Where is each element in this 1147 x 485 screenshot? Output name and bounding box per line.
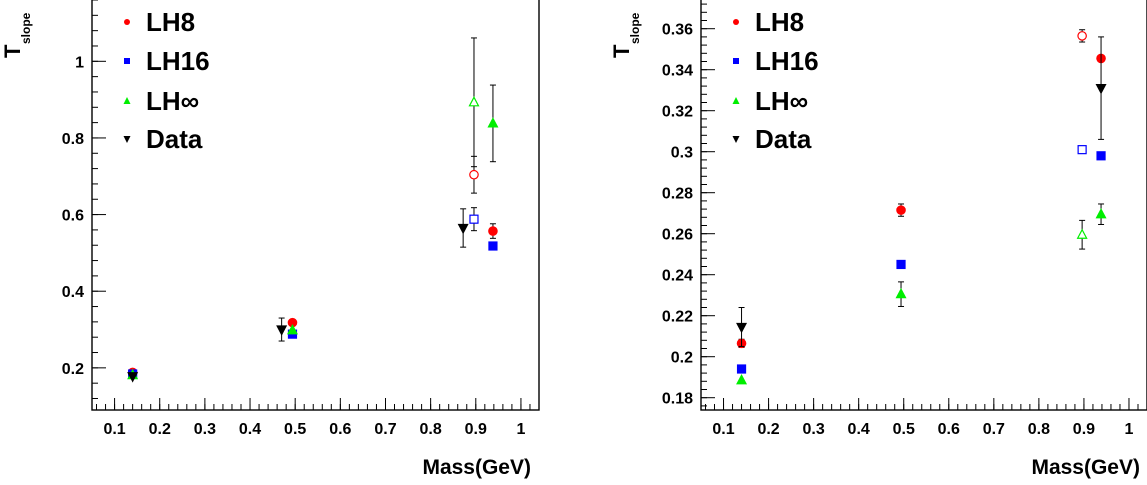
data-point — [276, 325, 288, 336]
x-tick-label: 0.3 — [803, 421, 825, 438]
y-tick-label: 0.22 — [662, 309, 693, 326]
y-axis-label-subscript: slope — [19, 12, 33, 44]
series-lh8 — [127, 155, 498, 378]
data-point — [488, 226, 498, 236]
legend-label: LH16 — [755, 46, 819, 76]
y-tick-label: 0.36 — [662, 22, 693, 39]
x-tick-label: 0.1 — [103, 421, 125, 438]
data-point — [736, 373, 748, 385]
x-tick-label: 0.7 — [374, 421, 396, 438]
y-tick-label: 0.2 — [62, 361, 84, 378]
data-point — [1076, 228, 1088, 239]
data-point — [1095, 84, 1107, 95]
legend-marker — [732, 97, 740, 104]
legend-label: Data — [146, 124, 203, 154]
right-chart-panel: 0.1 0.2 0.3 0.4 0.5 0.6 0.7 0.8 0.9 1 0.18 0.2 0.22 0… — [609, 0, 1147, 479]
data-point — [457, 223, 469, 235]
x-tick-label: 0.7 — [983, 421, 1005, 438]
x-tick-label: 0.3 — [194, 421, 216, 438]
legend-marker — [733, 19, 739, 25]
x-tick-label: 0.2 — [149, 421, 171, 438]
legend-label: LH8 — [146, 7, 195, 37]
legend-label: LH16 — [146, 46, 210, 76]
legend-label: LH∞ — [146, 86, 199, 116]
legend-marker — [123, 136, 131, 143]
y-tick-label: 0.4 — [62, 284, 84, 301]
data-point — [468, 96, 480, 107]
data-point — [469, 214, 479, 224]
legend-label: LH∞ — [755, 86, 808, 116]
data-point — [896, 205, 906, 215]
x-tick-label: 0.9 — [1073, 421, 1095, 438]
x-axis-label: Mass(GeV) — [1031, 456, 1140, 479]
data-point — [469, 169, 479, 180]
data-point — [1077, 31, 1087, 41]
y-tick-label: 0.3 — [671, 145, 693, 162]
x-tick-label: 0.8 — [420, 421, 442, 438]
data-point — [1095, 207, 1107, 219]
data-point — [1096, 151, 1106, 161]
legend-label: Data — [755, 124, 812, 154]
data-point — [1077, 145, 1087, 155]
x-tick-label: 0.4 — [239, 421, 261, 438]
legend-marker — [123, 97, 131, 104]
x-tick-label: 0.5 — [284, 421, 306, 438]
x-tick-label: 0.2 — [757, 421, 779, 438]
legend-label: LH8 — [755, 7, 804, 37]
y-tick-label: 0.28 — [662, 186, 693, 203]
data-point — [896, 259, 906, 270]
y-axis-label-main: T — [0, 44, 25, 58]
legend-marker — [732, 136, 740, 143]
x-tick-label: 0.4 — [848, 421, 870, 438]
y-tick-label: 0.8 — [62, 131, 84, 148]
y-tick-label: 0.18 — [662, 391, 693, 408]
series-lh16 — [128, 207, 498, 379]
x-tick-label: 0.8 — [1028, 421, 1050, 438]
data-point — [487, 117, 499, 128]
legend: LH8 LH16 LH∞ Data — [123, 7, 210, 154]
x-tick-label: 1 — [516, 421, 525, 438]
y-tick-label: 0.24 — [662, 268, 693, 285]
legend: LH8 LH16 LH∞ Data — [732, 7, 819, 154]
x-tick-label: 0.5 — [893, 421, 915, 438]
y-tick-label: 1 — [75, 54, 84, 71]
x-tick-label: 0.6 — [938, 421, 960, 438]
plot-frame — [700, 0, 1147, 411]
legend-marker — [733, 58, 739, 64]
y-axis-label-subscript: slope — [628, 12, 642, 44]
series-lhinf — [736, 203, 1107, 385]
data-point — [286, 324, 298, 335]
x-tick-label: 0.9 — [465, 421, 487, 438]
y-tick-label: 0.6 — [62, 208, 84, 225]
legend-marker — [124, 19, 130, 25]
data-point — [127, 372, 139, 383]
y-tick-label: 0.32 — [662, 104, 693, 121]
y-tick-label: 0.2 — [671, 350, 693, 367]
plot-frame — [91, 0, 540, 411]
left-chart-panel: 0.1 0.2 0.3 0.4 0.5 0.6 0.7 0.8 0.9 1 0.2 0.4 0.6 0.8… — [0, 0, 540, 479]
y-axis-label-main: T — [609, 44, 634, 58]
data-point — [895, 287, 907, 299]
data-point — [488, 241, 498, 251]
y-tick-label: 0.26 — [662, 227, 693, 244]
x-tick-label: 0.1 — [712, 421, 734, 438]
legend-marker — [124, 58, 130, 64]
data-point — [736, 364, 747, 374]
series-lh8 — [736, 29, 1106, 349]
x-axis-label: Mass(GeV) — [422, 456, 531, 479]
y-tick-label: 0.34 — [662, 63, 693, 80]
x-tick-label: 1 — [1125, 421, 1134, 438]
data-point — [736, 322, 748, 334]
x-tick-label: 0.6 — [329, 421, 351, 438]
series-data — [127, 208, 469, 383]
series-data — [736, 36, 1107, 347]
series-lh16 — [736, 145, 1106, 374]
